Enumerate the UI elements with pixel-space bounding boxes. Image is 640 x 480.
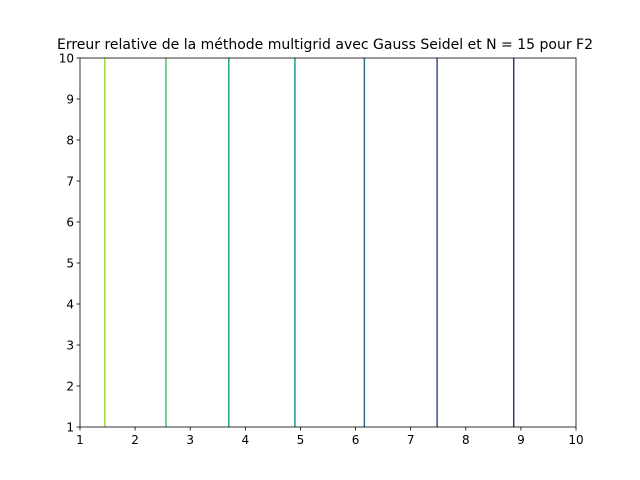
x-tick-label: 5 [297, 433, 305, 447]
x-tick-label: 3 [186, 433, 194, 447]
x-tick-label: 9 [517, 433, 525, 447]
axes-frame [79, 57, 577, 428]
x-tick-label: 7 [407, 433, 415, 447]
chart-title: Erreur relative de la méthode multigrid … [57, 37, 593, 53]
x-tick-label: 8 [462, 433, 470, 447]
x-tick-label: 2 [131, 433, 139, 447]
plot-area: 1 2 3 4 5 6 7 8 9 10 1 2 3 4 5 6 7 8 9 10 [59, 52, 584, 448]
y-tick-label: 5 [66, 257, 74, 271]
x-tick-label: 10 [568, 433, 583, 447]
y-tick-label: 3 [66, 339, 74, 353]
y-tick-label: 9 [66, 93, 74, 107]
y-tick-label: 7 [66, 175, 74, 189]
x-tick-label: 6 [352, 433, 360, 447]
y-tick-label: 6 [66, 216, 74, 230]
x-tick-label: 1 [76, 433, 84, 447]
y-tick-label: 8 [66, 134, 74, 148]
y-tick-label: 1 [66, 421, 74, 435]
y-tick-label: 2 [66, 380, 74, 394]
x-tick-label: 4 [242, 433, 250, 447]
y-tick-label: 4 [66, 298, 74, 312]
y-tick-label: 10 [59, 52, 74, 66]
